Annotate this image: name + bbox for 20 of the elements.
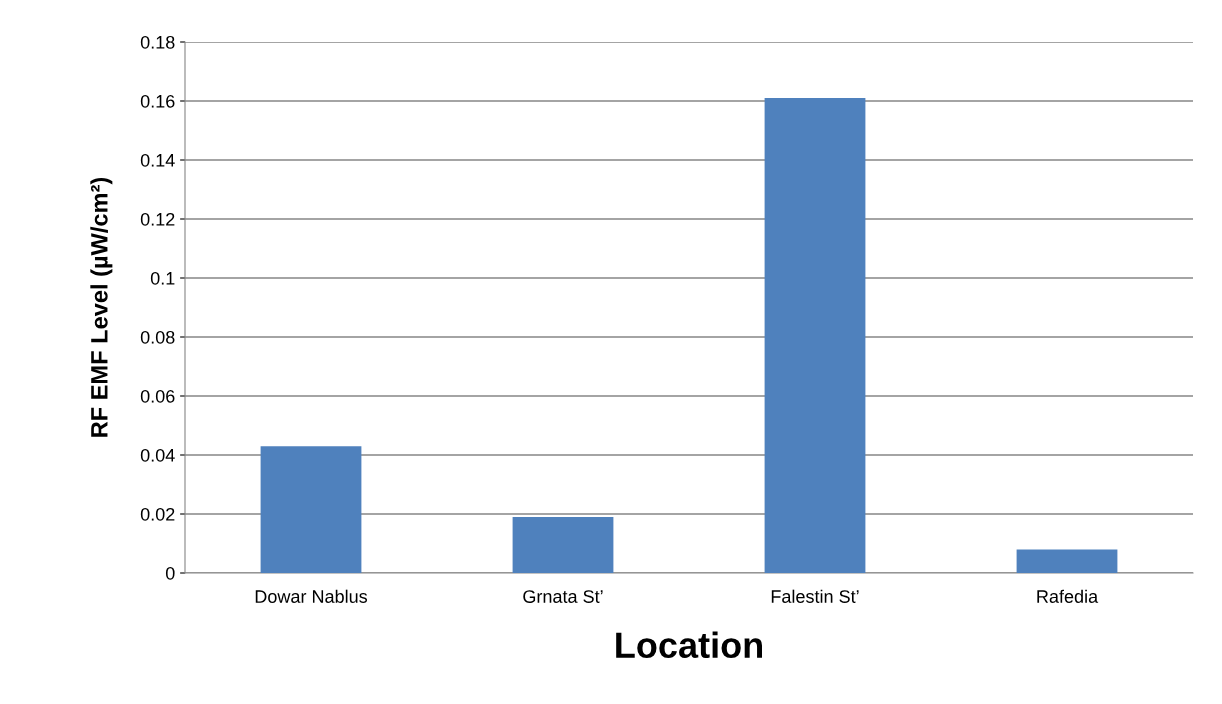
bar <box>260 446 362 573</box>
y-tick-label: 0.04 <box>140 448 175 462</box>
y-tick-label: 0.08 <box>140 330 175 344</box>
y-tick-label: 0.1 <box>150 271 175 285</box>
y-tick-label: 0.06 <box>140 389 175 403</box>
x-tick-label: Dowar Nablus <box>255 589 368 603</box>
bar <box>512 516 614 573</box>
x-axis-title: Location <box>616 631 762 659</box>
y-tick-label: 0.14 <box>140 153 175 167</box>
bar <box>1016 549 1118 573</box>
y-tick-label: 0 <box>165 566 175 580</box>
y-tick-label: 0.02 <box>140 507 175 521</box>
x-tick-label: Rafedia <box>1037 589 1099 603</box>
y-tick-label: 0.18 <box>140 35 175 49</box>
y-axis-title: RF EMF Level (µW/cm²) <box>90 177 113 437</box>
y-tick-label: 0.12 <box>140 212 175 226</box>
bar <box>764 98 866 573</box>
x-tick-label: Falestin St’ <box>771 589 859 603</box>
y-tick-label: 0.16 <box>140 94 175 108</box>
x-tick-label: Grnata St’ <box>523 590 603 603</box>
